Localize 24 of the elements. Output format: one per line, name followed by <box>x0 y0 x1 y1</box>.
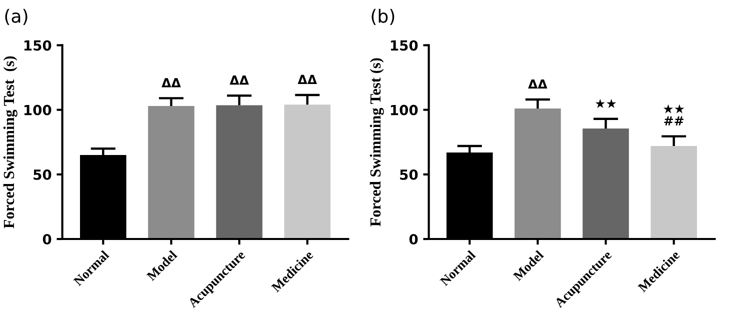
annotation: ΔΔ <box>298 74 317 84</box>
y-tick-label: 100 <box>24 104 52 116</box>
annotation: ΔΔ <box>528 79 548 89</box>
y-axis-title: Forced Swimming Test (s) <box>370 58 384 226</box>
annotation: ★★ <box>595 98 616 108</box>
bar <box>582 128 629 240</box>
y-tick-label: 50 <box>400 169 418 180</box>
bar <box>650 146 697 240</box>
bar <box>216 105 262 240</box>
y-tick-label: 50 <box>34 169 52 180</box>
annotation: ★★ ## <box>663 104 684 126</box>
annotation: ΔΔ <box>162 78 181 88</box>
y-tick-label: 100 <box>390 104 418 116</box>
annotation: ΔΔ <box>230 76 249 85</box>
bar <box>284 104 330 240</box>
y-tick-label: 0 <box>409 234 418 244</box>
chart-title: (b) <box>372 8 394 25</box>
chart-title: (a) <box>5 8 28 25</box>
bar <box>148 106 194 240</box>
y-tick-label: 150 <box>24 40 52 51</box>
y-axis-title: Forced Swimming Test (s) <box>3 56 18 228</box>
y-tick-label: 0 <box>42 234 52 244</box>
y-tick-label: 150 <box>390 40 418 51</box>
bar <box>514 108 561 240</box>
